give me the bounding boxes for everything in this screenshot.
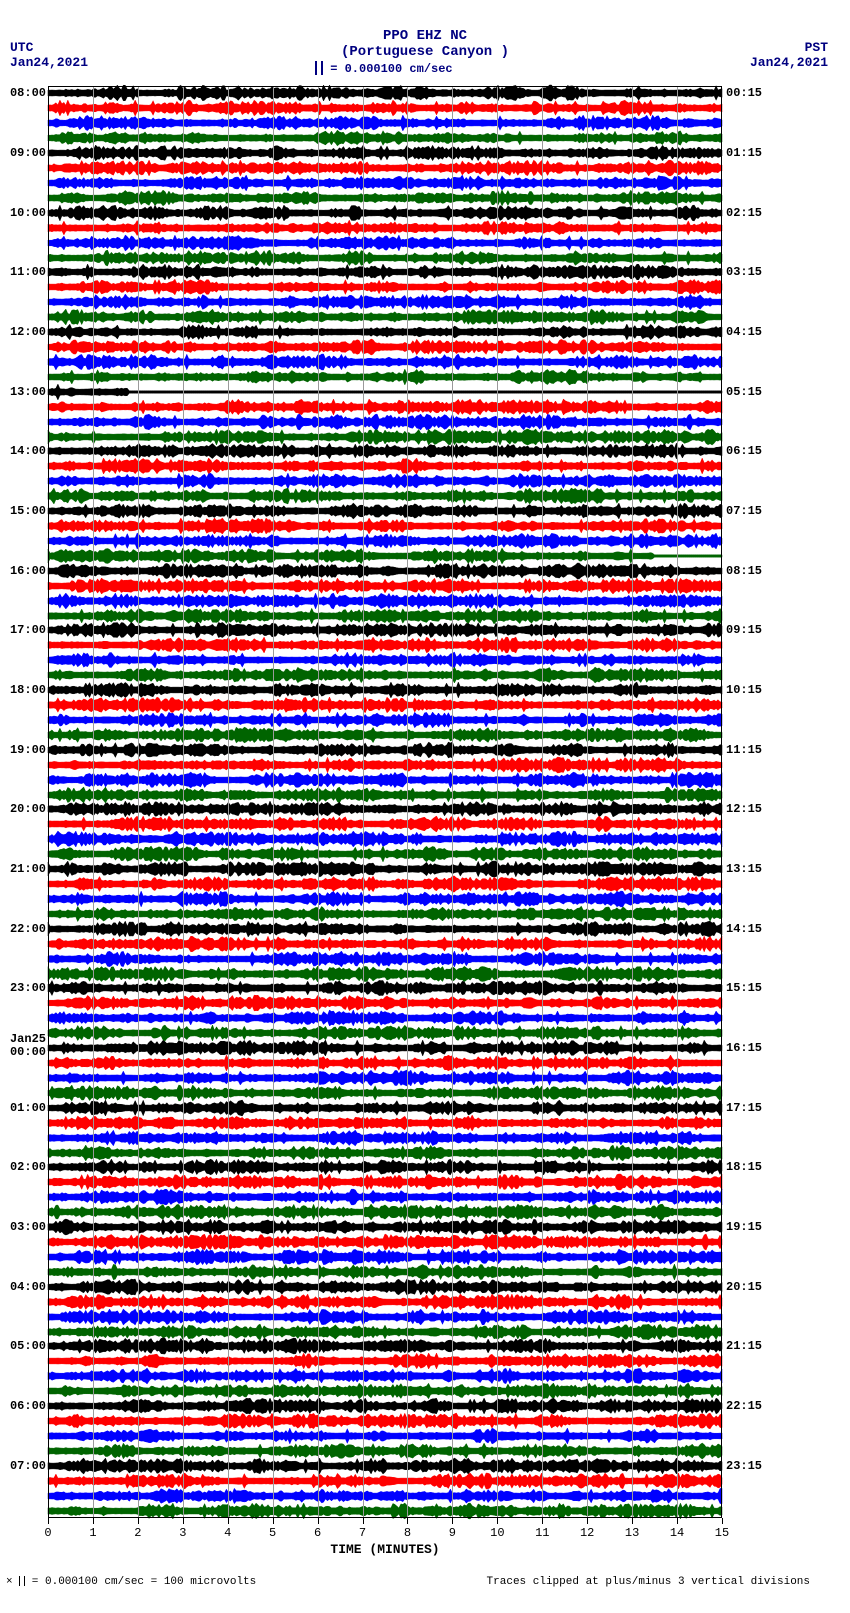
gridline-min-4 (228, 86, 229, 1518)
pst-label-12-15: 12:15 (726, 802, 770, 816)
pst-label-21-15: 21:15 (726, 1339, 770, 1353)
pst-label-02-15: 02:15 (726, 206, 770, 220)
utc-label-20-00: 20:00 (2, 802, 46, 816)
x-tick-14: 14 (667, 1526, 687, 1540)
trace-95 (48, 1502, 722, 1520)
utc-label-17-00: 17:00 (2, 623, 46, 637)
utc-label-22-00: 22:00 (2, 922, 46, 936)
x-tick-15: 15 (712, 1526, 732, 1540)
gridline-min-2 (138, 86, 139, 1518)
utc-label-08-00: 08:00 (2, 86, 46, 100)
utc-label-02-00: 02:00 (2, 1160, 46, 1174)
utc-label-12-00: 12:00 (2, 325, 46, 339)
gridline-min-11 (542, 86, 543, 1518)
date-left-label: Jan24,2021 (10, 55, 88, 70)
pst-label-10-15: 10:15 (726, 683, 770, 697)
amplitude-scale: = 0.000100 cm/sec (315, 62, 453, 76)
utc-label-19-00: 19:00 (2, 743, 46, 757)
utc-label-07-00: 07:00 (2, 1459, 46, 1473)
tz-left-label: UTC (10, 40, 33, 55)
pst-label-11-15: 11:15 (726, 743, 770, 757)
pst-label-19-15: 19:15 (726, 1220, 770, 1234)
utc-label-04-00: 04:00 (2, 1280, 46, 1294)
gridline-min-12 (587, 86, 588, 1518)
date-right-label: Jan24,2021 (750, 55, 828, 70)
utc-label-23-00: 23:00 (2, 981, 46, 995)
pst-label-00-15: 00:15 (726, 86, 770, 100)
pst-label-18-15: 18:15 (726, 1160, 770, 1174)
gridline-min-8 (407, 86, 408, 1518)
pst-label-05-15: 05:15 (726, 385, 770, 399)
station-location: (Portuguese Canyon ) (0, 44, 850, 60)
utc-label-16-00: 16:00 (2, 564, 46, 578)
x-tick-13: 13 (622, 1526, 642, 1540)
utc-label-06-00: 06:00 (2, 1399, 46, 1413)
pst-label-07-15: 07:15 (726, 504, 770, 518)
x-axis-title: TIME (MINUTES) (285, 1542, 485, 1557)
gridline-min-14 (677, 86, 678, 1518)
utc-label-03-00: 03:00 (2, 1220, 46, 1234)
pst-label-23-15: 23:15 (726, 1459, 770, 1473)
x-tick-3: 3 (173, 1526, 193, 1540)
x-tick-7: 7 (353, 1526, 373, 1540)
x-tick-2: 2 (128, 1526, 148, 1540)
pst-label-22-15: 22:15 (726, 1399, 770, 1413)
gridline-min-3 (183, 86, 184, 1518)
utc-label-21-00: 21:00 (2, 862, 46, 876)
x-tick-8: 8 (397, 1526, 417, 1540)
pst-label-03-15: 03:15 (726, 265, 770, 279)
utc-label-14-00: 14:00 (2, 444, 46, 458)
gridline-min-6 (318, 86, 319, 1518)
pst-label-06-15: 06:15 (726, 444, 770, 458)
gridline-min-7 (363, 86, 364, 1518)
utc-label-05-00: 05:00 (2, 1339, 46, 1353)
tz-right-label: PST (805, 40, 828, 55)
x-tick-5: 5 (263, 1526, 283, 1540)
x-tick-10: 10 (487, 1526, 507, 1540)
utc-label-13-00: 13:00 (2, 385, 46, 399)
x-tick-6: 6 (308, 1526, 328, 1540)
utc-label-15-00: 15:00 (2, 504, 46, 518)
pst-label-04-15: 04:15 (726, 325, 770, 339)
footer-scale-note: × = 0.000100 cm/sec = 100 microvolts (6, 1576, 256, 1588)
station-title: PPO EHZ NC (0, 28, 850, 44)
pst-label-15-15: 15:15 (726, 981, 770, 995)
x-tick-11: 11 (532, 1526, 552, 1540)
pst-label-16-15: 16:15 (726, 1041, 770, 1055)
pst-label-17-15: 17:15 (726, 1101, 770, 1115)
utc-label-01-00: 01:00 (2, 1101, 46, 1115)
x-tick-1: 1 (83, 1526, 103, 1540)
gridline-min-5 (273, 86, 274, 1518)
utc-label-18-00: 18:00 (2, 683, 46, 697)
utc-label-11-00: 11:00 (2, 265, 46, 279)
utc-midnight-date: Jan25 (2, 1032, 46, 1046)
x-tick-4: 4 (218, 1526, 238, 1540)
pst-label-13-15: 13:15 (726, 862, 770, 876)
pst-label-09-15: 09:15 (726, 623, 770, 637)
x-tick-12: 12 (577, 1526, 597, 1540)
gridline-min-9 (452, 86, 453, 1518)
pst-label-01-15: 01:15 (726, 146, 770, 160)
utc-label-09-00: 09:00 (2, 146, 46, 160)
pst-label-14-15: 14:15 (726, 922, 770, 936)
pst-label-20-15: 20:15 (726, 1280, 770, 1294)
gridline-min-10 (497, 86, 498, 1518)
gridline-min-1 (93, 86, 94, 1518)
helicorder-plot (48, 86, 722, 1518)
footer-clip-note: Traces clipped at plus/minus 3 vertical … (487, 1576, 810, 1588)
x-tick-9: 9 (442, 1526, 462, 1540)
x-tick-0: 0 (38, 1526, 58, 1540)
pst-label-08-15: 08:15 (726, 564, 770, 578)
gridline-min-13 (632, 86, 633, 1518)
utc-label-10-00: 10:00 (2, 206, 46, 220)
utc-midnight-time: 00:00 (2, 1045, 46, 1059)
